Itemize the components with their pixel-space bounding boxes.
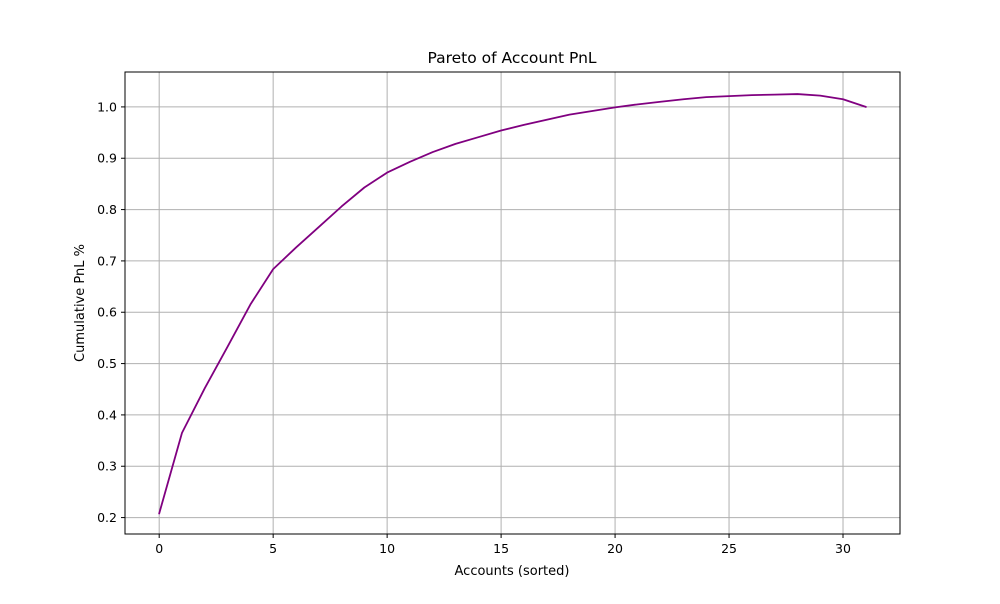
x-tick-label: 10: [379, 541, 395, 556]
x-tick-label: 15: [493, 541, 509, 556]
y-tick-label: 0.5: [97, 356, 117, 371]
y-tick-label: 1.0: [97, 99, 117, 114]
y-axis-label: Cumulative PnL %: [73, 244, 88, 362]
x-tick-label: 20: [607, 541, 623, 556]
x-tick-label: 25: [721, 541, 737, 556]
series-layer: [158, 93, 867, 515]
chart-title: Pareto of Account PnL: [427, 49, 596, 67]
y-tick-label: 0.8: [97, 202, 117, 217]
x-tick-label: 0: [155, 541, 163, 556]
y-tick-label: 0.3: [97, 459, 117, 474]
grid-lines: [125, 72, 900, 534]
x-tick-label: 30: [835, 541, 851, 556]
y-tick-label: 0.7: [97, 253, 117, 268]
y-tick-label: 0.6: [97, 305, 117, 320]
x-axis-label: Accounts (sorted): [455, 564, 570, 579]
plot-area-frame: [124, 71, 901, 535]
x-tick-label: 5: [269, 541, 277, 556]
cumulative-pnl-line: [158, 93, 867, 515]
y-tick-label: 0.2: [97, 510, 117, 525]
y-tick-label: 0.9: [97, 151, 117, 166]
axis-ticks: 0 5 10 15 20 25 30 0.2 0.3 0.4 0.5 0.6 0.7 0.8 0.9 1.0: [97, 99, 851, 556]
y-tick-label: 0.4: [97, 407, 117, 422]
